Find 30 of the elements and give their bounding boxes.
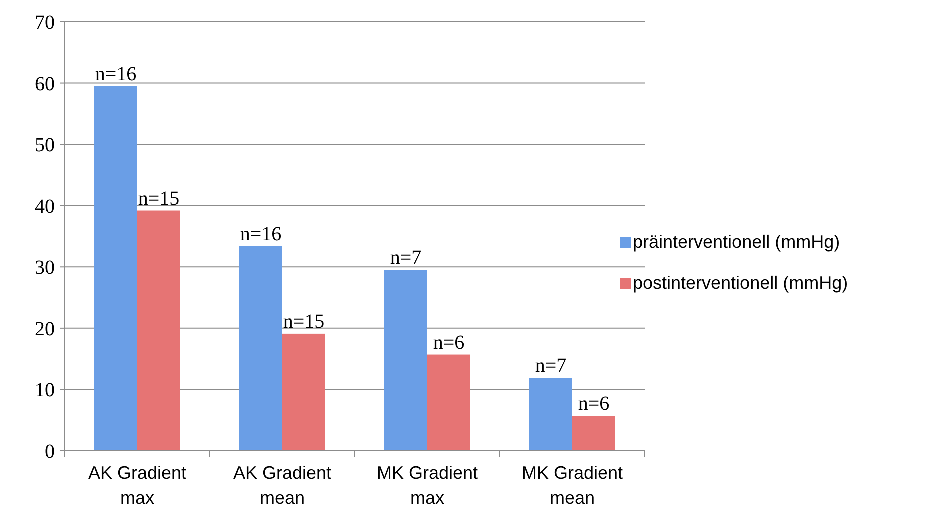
bar (282, 334, 326, 451)
annotation: n=16 (240, 223, 282, 246)
bar (94, 86, 138, 451)
bar (240, 246, 282, 451)
annotation: n=6 (433, 332, 465, 354)
x-tick-label: MK Gradient mean (522, 463, 624, 508)
x-tick-label: MK Gradient max (376, 463, 478, 508)
bar (384, 270, 428, 451)
y-tick-label: 20 (35, 318, 55, 340)
bar (428, 354, 470, 451)
bar (572, 416, 616, 451)
y-tick-label: 30 (35, 257, 55, 280)
annotation: n=16 (95, 63, 137, 86)
legend-label: postinterventionell (mmHg) (633, 273, 848, 293)
bar (530, 378, 572, 451)
y-tick-label: 50 (35, 134, 55, 157)
annotation: n=15 (283, 310, 325, 333)
legend-label: präinterventionell (mmHg) (633, 232, 840, 252)
y-tick-label: 60 (35, 73, 55, 96)
y-tick-label: 10 (35, 380, 55, 402)
x-tick-label: AK Gradient mean (233, 463, 332, 508)
annotation: n=15 (138, 188, 180, 210)
x-tick-label: AK Gradient max (88, 463, 187, 508)
y-tick-label: 70 (35, 12, 55, 34)
bar (138, 210, 180, 451)
y-tick-label: 0 (45, 441, 55, 463)
y-tick-label: 40 (35, 196, 55, 218)
annotation: n=6 (578, 393, 610, 416)
annotation: n=7 (390, 247, 422, 270)
annotation: n=7 (535, 355, 567, 378)
